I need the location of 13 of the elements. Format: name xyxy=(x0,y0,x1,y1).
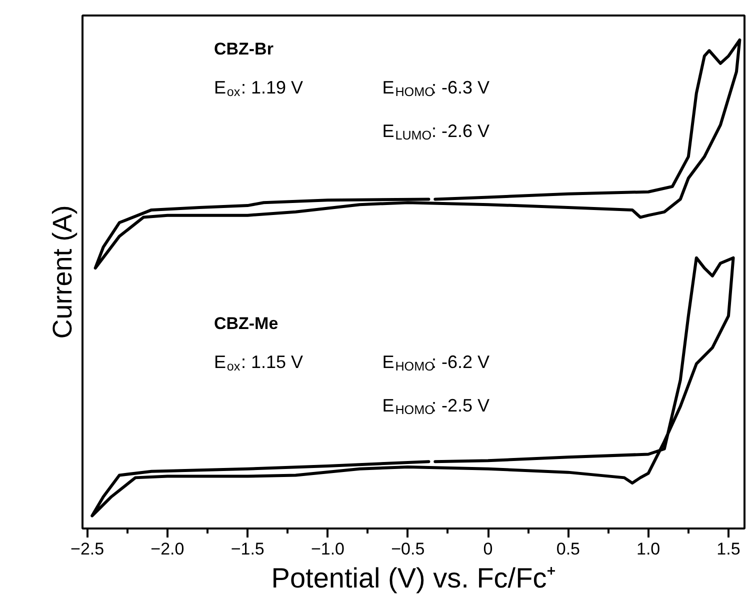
x-tick-label: −0.5 xyxy=(391,540,425,558)
x-tick-label: 1.5 xyxy=(716,540,740,558)
annotation: CBZ-Br xyxy=(214,39,274,58)
x-axis-title: Potential (V) vs. Fc/Fc⁺ xyxy=(271,562,556,594)
x-tick-label: −1.5 xyxy=(230,540,264,558)
x-tick-label: 1.0 xyxy=(636,540,660,558)
x-tick-label: −2.5 xyxy=(70,540,104,558)
x-tick-label: −2.0 xyxy=(150,540,184,558)
x-tick-label: 0 xyxy=(483,540,493,558)
x-tick-label: −1.0 xyxy=(310,540,345,558)
y-axis-title: Current (A) xyxy=(48,205,78,339)
x-tick-label: 0.5 xyxy=(556,540,580,558)
annotation: CBZ-Me xyxy=(214,314,278,333)
